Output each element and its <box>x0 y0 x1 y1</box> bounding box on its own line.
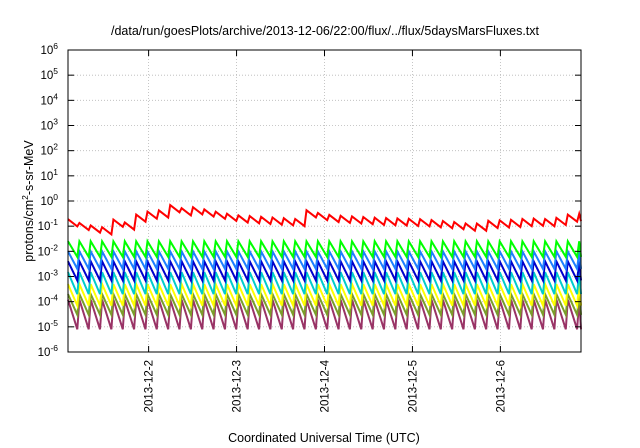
y-axis-label-superscript: 2 <box>20 195 30 200</box>
y-axis-label: protons/cm2-s-sr-MeV <box>20 140 36 262</box>
y-tick-label-base: 10 <box>40 121 53 133</box>
y-tick-label: 100 <box>40 192 58 208</box>
y-tick-label-exponent: -4 <box>50 293 58 303</box>
x-tick-label: 2013-12-4 <box>320 359 332 412</box>
y-tick-label: 10-4 <box>38 293 59 309</box>
grid <box>68 50 581 352</box>
y-tick-label-exponent: -1 <box>50 217 58 227</box>
y-tick-label-exponent: -3 <box>50 268 58 278</box>
y-tick-label: 10-6 <box>38 343 59 359</box>
y-tick-label: 10-5 <box>38 318 59 334</box>
y-tick-label: 105 <box>40 66 58 82</box>
y-tick-label: 10-2 <box>38 242 59 258</box>
y-tick-label-base: 10 <box>40 70 53 82</box>
y-tick-label-exponent: 0 <box>53 192 58 202</box>
series-line-5 <box>67 257 582 284</box>
y-tick-label-base: 10 <box>38 297 51 309</box>
y-tick-label-base: 10 <box>38 246 51 258</box>
y-tick-label: 101 <box>40 167 58 183</box>
y-axis-label-main: protons/cm <box>22 200 36 262</box>
x-tick-label: 2013-12-3 <box>232 360 244 412</box>
y-tick-label: 10-3 <box>38 268 59 284</box>
y-tick-label: 10-1 <box>38 217 59 233</box>
y-tick-label-exponent: 4 <box>53 91 58 101</box>
y-tick-label-base: 10 <box>40 196 53 208</box>
plot-area <box>67 49 582 353</box>
y-tick-label: 106 <box>40 41 58 57</box>
y-axis-label-rest: -s-sr-MeV <box>22 140 36 196</box>
x-tick-label: 2013-12-2 <box>144 360 156 412</box>
x-tick-label: 2013-12-6 <box>495 360 507 412</box>
series-line-7 <box>67 238 582 260</box>
y-tick-label-base: 10 <box>40 171 53 183</box>
series-line-3 <box>67 280 582 310</box>
y-tick-label: 102 <box>40 142 58 158</box>
series-layer <box>67 203 582 330</box>
y-tick-label-base: 10 <box>38 347 51 359</box>
y-tick-label-exponent: 1 <box>53 167 58 177</box>
chart-title: /data/run/goesPlots/archive/2013-12-06/2… <box>111 24 540 38</box>
y-tick-label-base: 10 <box>38 322 51 334</box>
y-tick-label-exponent: 6 <box>53 41 58 51</box>
y-tick-label-exponent: -6 <box>50 343 58 353</box>
series-line-4 <box>67 271 582 295</box>
y-tick-label-exponent: 5 <box>53 66 58 76</box>
ticks <box>68 49 581 353</box>
y-tick-label-base: 10 <box>40 146 53 158</box>
y-tick-label-exponent: 2 <box>53 142 58 152</box>
x-tick-label: 2013-12-5 <box>407 360 419 412</box>
y-tick-label-base: 10 <box>40 45 53 57</box>
y-tick-label-exponent: -2 <box>50 242 58 252</box>
y-tick-label-exponent: -5 <box>50 318 58 328</box>
series-line-8 <box>67 203 582 237</box>
x-axis-tick-labels: 2013-12-2 2013-12-3 2013-12-4 2013-12-5 2013… <box>144 359 508 412</box>
y-tick-label: 103 <box>40 117 58 133</box>
y-tick-label-base: 10 <box>40 95 53 107</box>
y-tick-label-base: 10 <box>38 272 51 284</box>
y-tick-label-base: 10 <box>38 221 51 233</box>
y-tick-label: 104 <box>40 91 58 107</box>
series-line-6 <box>67 247 582 273</box>
y-axis-tick-labels: 10-610-510-410-310-210-11001011021031041… <box>38 41 59 359</box>
y-tick-label-exponent: 3 <box>53 117 58 127</box>
x-axis-label: Coordinated Universal Time (UTC) <box>228 431 420 445</box>
